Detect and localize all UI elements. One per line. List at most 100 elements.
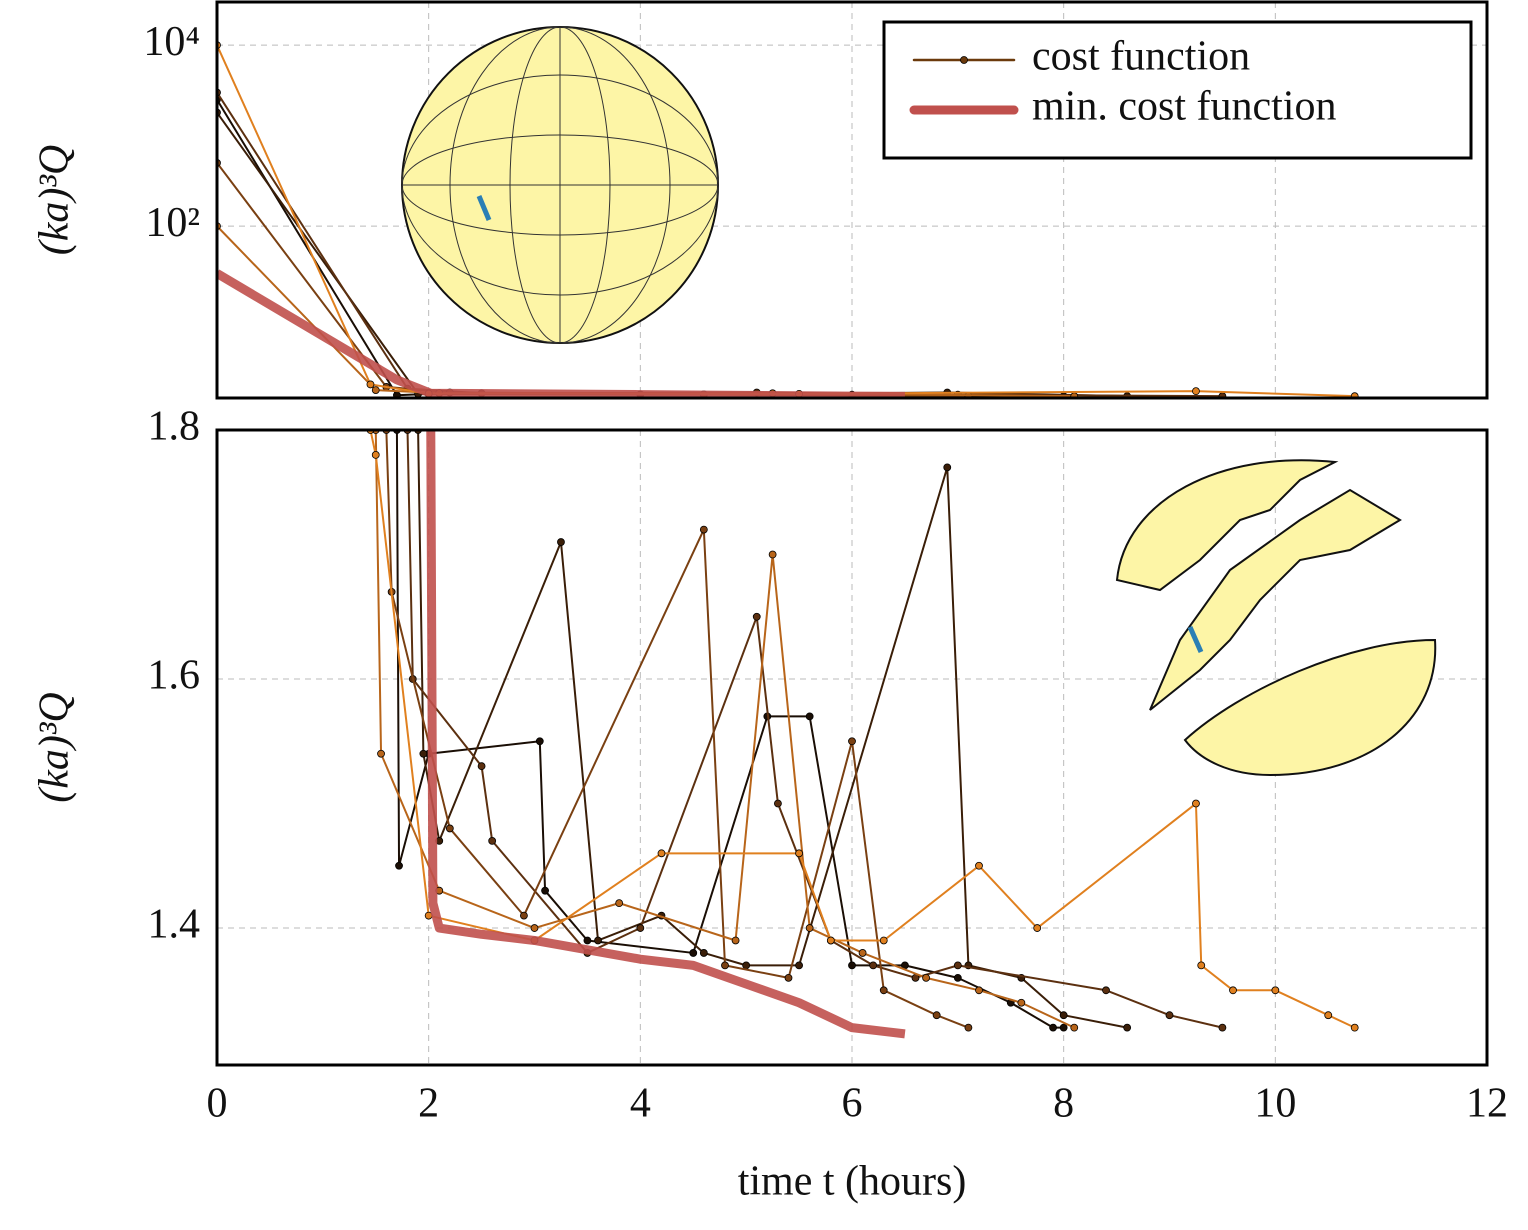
fragment — [1115, 459, 1339, 592]
point — [1324, 1011, 1333, 1020]
min-cost-line — [426, 430, 906, 1039]
point — [689, 949, 698, 957]
point — [795, 849, 803, 858]
y-tick-label: 10⁴ — [143, 19, 200, 65]
series-layer — [217, 41, 1359, 398]
fragment — [1183, 638, 1437, 777]
plot-frame — [215, 0, 1489, 400]
point — [742, 961, 751, 970]
point — [721, 961, 729, 970]
point — [1049, 1023, 1057, 1032]
point — [1070, 1023, 1079, 1032]
legend-marker — [960, 56, 968, 64]
point — [530, 924, 539, 932]
point — [615, 899, 624, 908]
legend-label: cost function — [1032, 34, 1250, 80]
x-tick-label: 6 — [842, 1081, 863, 1127]
point — [1059, 1011, 1068, 1020]
point — [583, 936, 592, 945]
x-tick-label: 0 — [207, 1081, 228, 1127]
point — [557, 538, 565, 546]
x-tick-label: 12 — [1466, 1081, 1508, 1127]
point — [520, 911, 528, 920]
x-tick-label: 8 — [1053, 1081, 1074, 1127]
plot: 1.4 1.6 1.8 0 2 4 6 8 10 12 (ka)³Q time t (hours) — [32, 404, 1508, 1205]
point — [1123, 1023, 1132, 1032]
point — [657, 849, 666, 858]
point — [805, 712, 814, 721]
point — [953, 961, 962, 970]
point — [535, 737, 544, 746]
point — [699, 525, 708, 534]
point — [371, 451, 380, 459]
point — [879, 936, 888, 945]
x-tick-label: 2 — [418, 1081, 439, 1127]
point — [366, 380, 375, 389]
point — [1218, 1023, 1227, 1032]
point — [858, 949, 867, 957]
point — [419, 749, 428, 758]
point — [752, 612, 761, 621]
sphere-inset — [401, 26, 719, 344]
point — [1033, 924, 1042, 932]
point — [879, 986, 888, 995]
y-axis-label: (ka)³Q — [32, 145, 78, 256]
point — [1197, 961, 1206, 970]
series-layer — [366, 430, 1359, 1039]
defect — [1187, 625, 1204, 654]
point — [1192, 799, 1200, 808]
point — [932, 1011, 941, 1020]
x-axis-label: time t (hours) — [738, 1159, 967, 1205]
point — [541, 886, 549, 895]
point — [371, 386, 380, 395]
point — [795, 961, 803, 970]
point — [1192, 387, 1200, 396]
point — [1017, 998, 1026, 1007]
point — [848, 737, 856, 746]
point — [699, 949, 708, 957]
point — [395, 861, 403, 870]
defect — [476, 195, 492, 221]
point — [1350, 1023, 1359, 1032]
point — [784, 973, 793, 982]
min-cost-line — [217, 269, 905, 398]
legend-label: min. cost function — [1032, 84, 1336, 130]
point — [477, 762, 486, 771]
y-tick-label: 1.8 — [148, 404, 201, 450]
point — [1102, 986, 1110, 995]
point — [975, 861, 983, 870]
fragment-inset — [1115, 459, 1437, 777]
point — [964, 1023, 973, 1032]
point — [636, 924, 645, 932]
point — [768, 550, 777, 559]
legend-box — [882, 20, 1473, 160]
point — [826, 936, 835, 945]
point — [731, 936, 740, 945]
plot-frame — [215, 428, 1489, 1067]
point — [953, 973, 962, 982]
point — [1229, 986, 1237, 995]
point — [805, 924, 814, 932]
point — [1271, 986, 1280, 995]
point — [869, 961, 878, 970]
point — [1165, 1011, 1174, 1020]
point — [1059, 1023, 1068, 1032]
point — [377, 749, 385, 758]
x-tick-label: 10 — [1254, 1081, 1296, 1127]
fragment — [1149, 488, 1402, 711]
point — [594, 936, 602, 945]
y-tick-label: 10² — [145, 200, 200, 246]
point — [922, 973, 930, 982]
point — [975, 986, 983, 995]
point — [943, 463, 952, 472]
y-axis-label: (ka)³Q — [32, 692, 78, 803]
point — [488, 836, 497, 845]
point — [848, 961, 856, 970]
y-tick-label: 1.6 — [148, 653, 201, 699]
point — [774, 799, 782, 808]
y-tick-label: 1.4 — [148, 902, 201, 948]
cost-line — [369, 430, 1356, 1029]
point — [445, 824, 454, 833]
